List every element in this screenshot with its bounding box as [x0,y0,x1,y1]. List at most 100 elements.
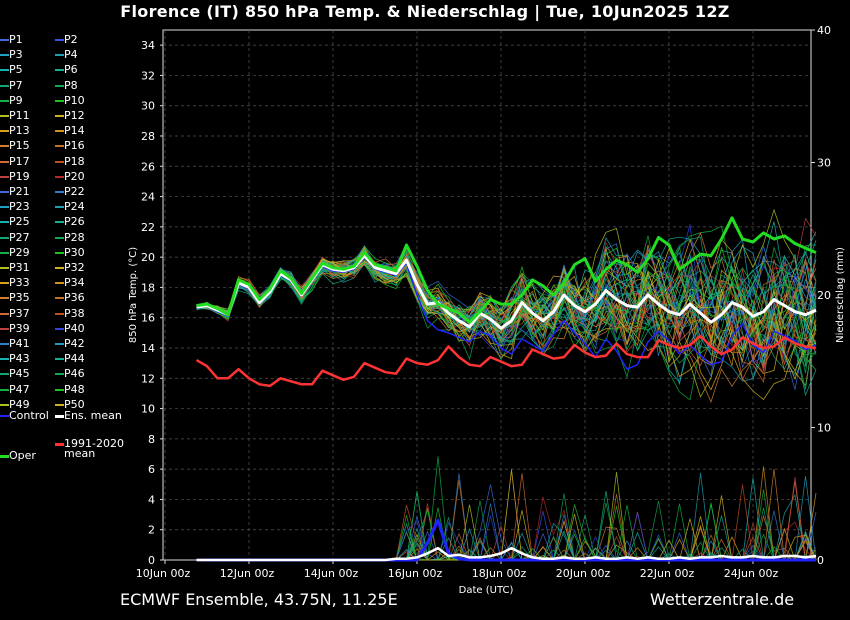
legend-swatch [55,191,64,193]
legend-label: P25 [9,215,30,229]
y-tick-label-right: 20 [817,289,831,302]
legend-swatch [0,39,9,41]
y-tick-label-left: 14 [141,342,155,355]
legend-swatch [55,282,64,285]
legend-label: P29 [9,245,30,259]
legend-swatch [55,130,64,133]
legend-label: 1991-2020 [64,437,124,450]
y-tick-label-left: 0 [148,554,155,567]
legend-label: P9 [9,93,23,107]
legend-swatch [55,442,64,446]
member-line [196,248,817,354]
y-tick-label-left: 16 [141,312,155,325]
x-axis-label: Date (UTC) [459,585,514,596]
legend-label: P43 [9,352,30,366]
legend-swatch [0,160,9,163]
x-tick-label: 14Jun 00z [304,567,359,580]
legend-label: P11 [9,109,30,122]
legend-label: P22 [64,185,85,198]
x-tick-label: 20Jun 00z [556,567,611,580]
legend-swatch [0,130,9,133]
legend-label: P46 [64,367,85,381]
legend-label: P41 [9,337,30,350]
legend-swatch [0,206,9,209]
legend-label: P37 [9,306,30,320]
legend-label: P27 [9,230,30,244]
legend-swatch [55,403,64,406]
x-tick-label: 22Jun 00z [640,567,695,580]
legend-label: P5 [9,63,23,77]
y-tick-label-left: 32 [141,69,155,82]
legend-label: P17 [9,154,30,168]
legend-swatch [55,251,64,254]
legend-label: P12 [64,109,85,122]
x-tick-label: 18Jun 00z [472,567,527,580]
y-tick-label-left: 26 [141,160,155,173]
legend-label: P47 [9,382,30,396]
legend-swatch [55,327,64,330]
legend-label: P35 [9,291,30,305]
series-line-1991-2020-mean [195,334,817,388]
legend-swatch [55,343,64,345]
legend-swatch [0,388,9,391]
x-tick-label: 12Jun 00z [220,567,275,580]
series-line-oper [196,216,817,324]
legend-label: Oper [9,449,36,462]
legend-swatch [0,297,9,300]
legend-label: P10 [64,93,85,107]
y-tick-label-left: 30 [141,100,155,113]
legend-label: Ens. mean [64,409,122,422]
legend-swatch [0,115,9,117]
legend-label: P20 [64,169,85,183]
legend-swatch [0,327,9,330]
legend-swatch [55,312,64,315]
legend-label: P1 [9,33,23,46]
legend-label: P50 [64,397,85,411]
legend-label: P14 [64,124,85,138]
footer-site: Wetterzentrale.de [650,590,795,609]
y-axis-label-left: 850 hPa Temp. (°C) [128,247,139,343]
legend-label: P40 [64,321,85,335]
legend-label: P44 [64,352,85,366]
y-tick-label-right: 40 [817,24,831,37]
legend-swatch [0,282,9,285]
y-tick-label-left: 22 [141,221,155,234]
legend-label: P7 [9,78,23,92]
legend-swatch [0,415,9,417]
legend-swatch [0,403,9,406]
legend-swatch [55,99,64,102]
legend-label: P19 [9,169,30,183]
legend-label-clim-line2: mean [64,447,96,460]
legend-label: P38 [64,306,85,320]
y-tick-label-left: 12 [141,372,155,385]
legend-swatch [0,267,9,269]
y-tick-label-left: 8 [148,433,155,446]
footer-source: ECMWF Ensemble, 43.75N, 11.25E [120,590,398,609]
legend-label: P34 [64,276,85,290]
legend-swatch [55,84,64,87]
legend-swatch [55,39,64,41]
legend-swatch [55,160,64,163]
series-line-ens-mean-precipitation [196,546,817,562]
y-tick-label-left: 20 [141,251,155,264]
legend-swatch [0,145,9,148]
legend-swatch [0,236,9,239]
legend-label: Control [9,409,49,422]
legend-label: P30 [64,245,85,259]
legend-label: P31 [9,261,30,274]
legend-swatch [0,454,9,458]
legend-label: P6 [64,63,78,77]
legend-label: P2 [64,33,78,46]
chart-title: Florence (IT) 850 hPa Temp. & Niederschl… [120,2,730,21]
y-tick-label-right: 0 [817,554,824,567]
x-tick-label: 10Jun 00z [136,567,191,580]
legend-label: P45 [9,367,30,381]
legend-label: P32 [64,261,85,274]
legend-label: P8 [64,78,78,92]
legend-swatch [0,175,9,178]
legend-label: P36 [64,291,85,305]
legend-swatch [0,312,9,315]
y-axis-label-right: Niederschlag (mm) [835,247,846,343]
legend-swatch [0,54,9,57]
